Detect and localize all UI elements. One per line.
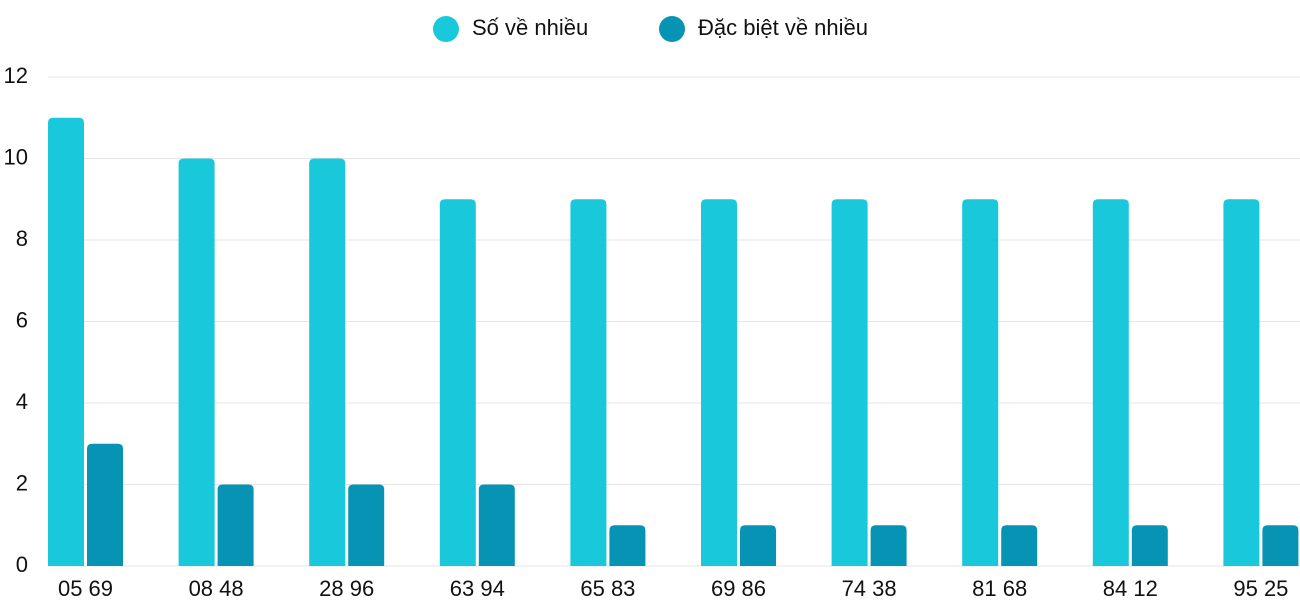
- y-tick-label: 2: [16, 470, 28, 495]
- bar: [1223, 199, 1260, 566]
- bar: [1262, 525, 1299, 566]
- bar: [1092, 199, 1129, 566]
- legend-marker: [433, 16, 459, 42]
- y-tick-label: 8: [16, 226, 28, 251]
- legend-marker: [659, 16, 685, 42]
- bar: [831, 199, 868, 566]
- y-tick-label: 4: [16, 389, 28, 414]
- bar: [87, 443, 123, 566]
- bar: [439, 199, 476, 566]
- bar: [740, 525, 776, 566]
- y-tick-label: 12: [4, 63, 28, 88]
- x-tick-label: 95 25: [1233, 576, 1288, 600]
- x-tick-label: 81 68: [972, 576, 1027, 600]
- bar: [962, 199, 999, 566]
- bar: [1131, 525, 1168, 566]
- bar: [217, 484, 254, 566]
- y-tick-label: 10: [4, 144, 28, 169]
- x-tick-label: 74 38: [842, 576, 897, 600]
- bar: [348, 484, 385, 566]
- bar: [309, 158, 346, 566]
- bar: [48, 117, 84, 566]
- y-tick-label: 0: [16, 552, 28, 577]
- x-tick-label: 65 83: [580, 576, 635, 600]
- x-tick-label: 69 86: [711, 576, 766, 600]
- bar: [701, 199, 737, 566]
- x-tick-label: 63 94: [450, 576, 505, 600]
- bar: [609, 525, 646, 566]
- x-tick-label: 28 96: [319, 576, 374, 600]
- bar: [478, 484, 515, 566]
- legend-label: Số về nhiều: [472, 15, 588, 40]
- legend-label: Đặc biệt về nhiều: [698, 15, 868, 40]
- x-tick-label: 84 12: [1103, 576, 1158, 600]
- y-tick-label: 6: [16, 307, 28, 332]
- bar: [178, 158, 215, 566]
- x-tick-label: 08 48: [189, 576, 244, 600]
- x-tick-label: 05 69: [58, 576, 113, 600]
- bar: [870, 525, 907, 566]
- bar: [570, 199, 607, 566]
- bar: [1001, 525, 1038, 566]
